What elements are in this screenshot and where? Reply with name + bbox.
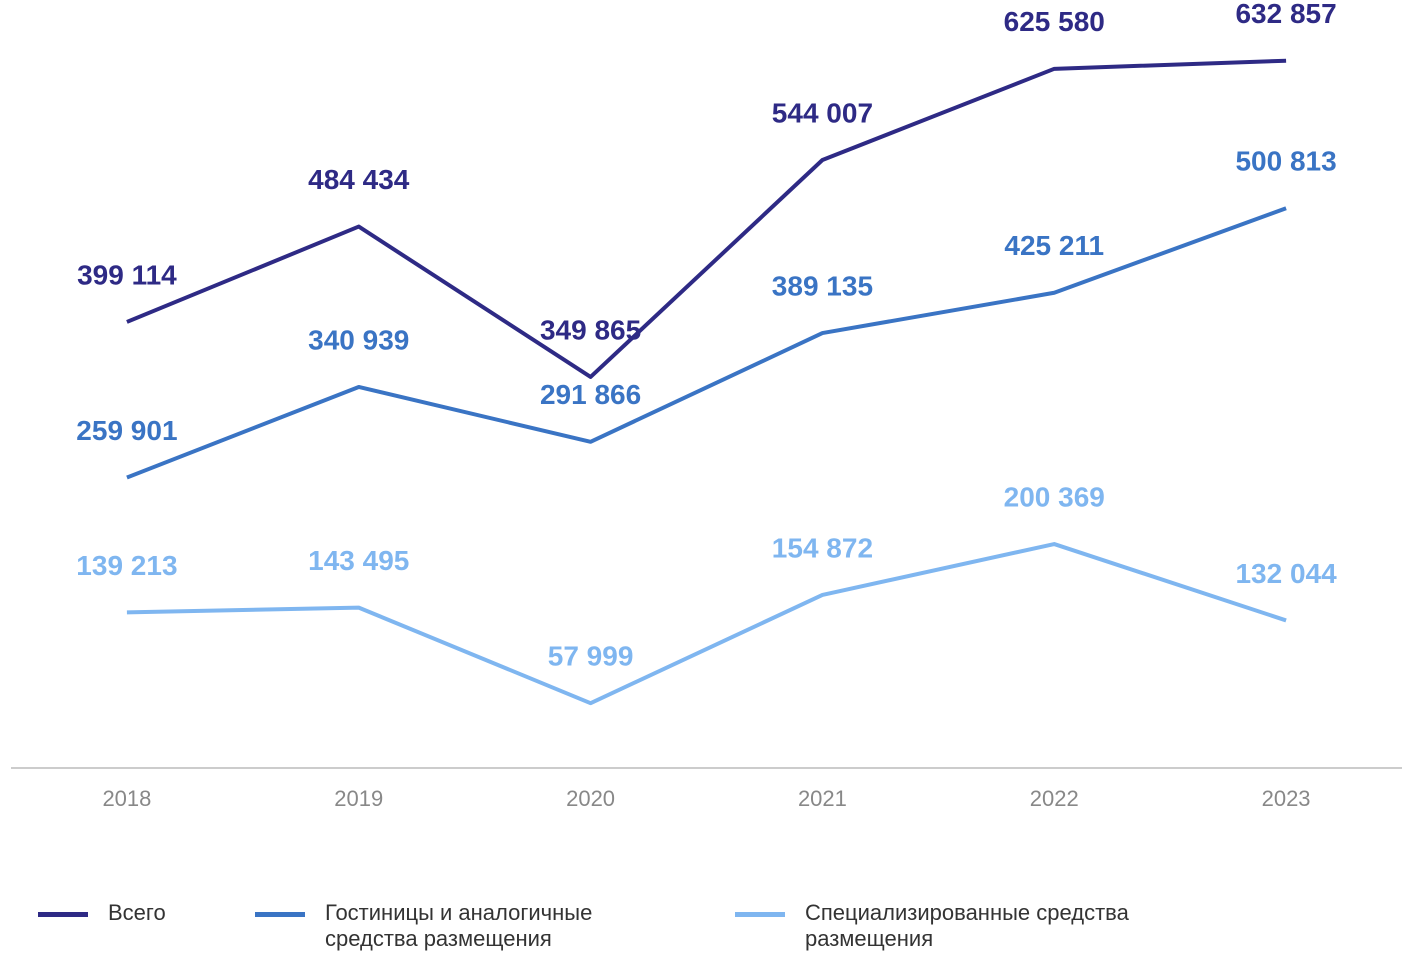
- series-line: [126, 58, 1287, 379]
- data-label: 340 939: [308, 324, 409, 355]
- data-label: 291 866: [540, 379, 641, 410]
- data-label: 425 211: [1004, 230, 1104, 261]
- chart: 2018 2019 2020 2021 2022 2023 399 114 484 434 34…: [11, 0, 1402, 811]
- data-label: 200 369: [1004, 481, 1105, 512]
- x-tick-label: 2023: [1262, 786, 1311, 811]
- legend-label: Всего: [108, 900, 166, 925]
- data-label: 57 999: [548, 641, 634, 672]
- legend-label: Гостиницы и аналогичные средства размеще…: [325, 900, 593, 951]
- data-label: 500 813: [1235, 146, 1336, 177]
- legend-label: Специализированные средства размещения: [805, 900, 1129, 951]
- legend-swatch: [735, 912, 785, 917]
- data-label: 389 135: [772, 270, 873, 301]
- data-label: 139 213: [76, 550, 177, 581]
- data-label: 259 901: [76, 415, 177, 446]
- data-label: 632 857: [1235, 0, 1336, 29]
- x-tick-label: 2018: [102, 786, 151, 811]
- series-line: [126, 542, 1287, 706]
- legend-item: Гостиницы и аналогичные средства размеще…: [255, 900, 665, 952]
- data-label: 132 044: [1235, 558, 1337, 589]
- x-tick-label: 2020: [566, 786, 615, 811]
- x-tick-label: 2021: [798, 786, 847, 811]
- legend-item: Специализированные средства размещения: [735, 900, 1145, 952]
- series-line: [126, 206, 1287, 480]
- data-label: 484 434: [308, 164, 410, 195]
- data-label: 349 865: [540, 314, 641, 345]
- data-label: 544 007: [772, 97, 873, 128]
- legend-swatch: [38, 912, 88, 917]
- legend-item: Всего: [38, 900, 258, 926]
- data-label: 625 580: [1004, 6, 1105, 37]
- data-label: 154 872: [772, 532, 873, 563]
- data-label: 399 114: [77, 259, 177, 290]
- legend-swatch: [255, 912, 305, 917]
- x-tick-label: 2019: [334, 786, 383, 811]
- x-tick-label: 2022: [1030, 786, 1079, 811]
- data-label: 143 495: [308, 545, 409, 576]
